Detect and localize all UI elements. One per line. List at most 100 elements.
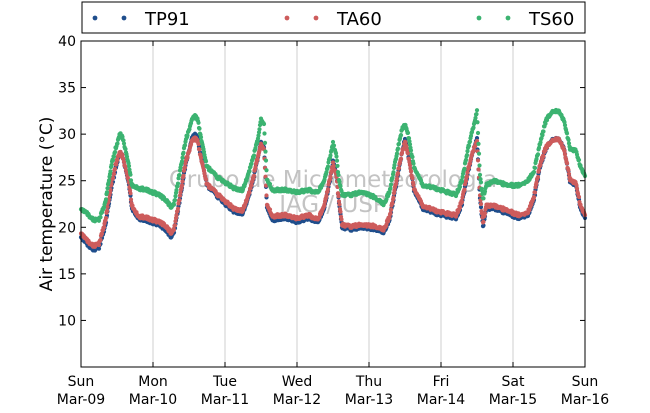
data-point bbox=[459, 199, 465, 205]
data-point bbox=[128, 197, 134, 202]
data-point bbox=[467, 139, 473, 144]
data-point bbox=[543, 121, 548, 126]
data-point bbox=[264, 168, 269, 173]
data-point bbox=[399, 150, 405, 156]
data-point bbox=[175, 206, 181, 211]
data-point bbox=[173, 219, 178, 224]
data-point bbox=[249, 161, 254, 166]
data-point bbox=[197, 147, 202, 152]
data-point bbox=[330, 160, 336, 165]
data-point bbox=[264, 193, 269, 198]
x-tick-label-date: Mar-11 bbox=[201, 392, 249, 408]
data-point bbox=[267, 181, 273, 187]
data-point bbox=[459, 179, 465, 184]
data-point bbox=[566, 168, 571, 173]
x-tick-label-day: Wed bbox=[282, 374, 313, 390]
data-point bbox=[253, 165, 258, 170]
data-point bbox=[465, 149, 470, 154]
data-point bbox=[267, 207, 273, 212]
data-point bbox=[403, 140, 408, 145]
y-tick-label: 30 bbox=[58, 127, 76, 143]
data-point bbox=[471, 148, 476, 153]
series-ts60 bbox=[78, 107, 588, 224]
data-point bbox=[105, 186, 110, 191]
data-point bbox=[475, 120, 480, 125]
data-point bbox=[392, 188, 397, 193]
data-point bbox=[203, 159, 209, 164]
data-point bbox=[338, 184, 343, 189]
plot-frame-bg bbox=[81, 41, 585, 367]
data-point bbox=[325, 187, 331, 192]
data-point bbox=[334, 158, 340, 163]
y-tick-label: 25 bbox=[58, 174, 76, 190]
data-point bbox=[123, 164, 128, 170]
data-point bbox=[179, 183, 185, 188]
data-point bbox=[256, 130, 262, 135]
data-point bbox=[398, 156, 404, 161]
data-point bbox=[263, 149, 268, 154]
data-point bbox=[535, 152, 541, 157]
data-point bbox=[481, 196, 486, 201]
data-point bbox=[263, 158, 269, 163]
data-point bbox=[471, 125, 476, 130]
data-point bbox=[257, 127, 262, 132]
data-point bbox=[126, 163, 132, 169]
data-point bbox=[391, 195, 396, 200]
data-point bbox=[408, 148, 414, 153]
data-point bbox=[174, 213, 179, 218]
data-point bbox=[576, 194, 582, 200]
data-point bbox=[324, 193, 329, 198]
data-point bbox=[173, 194, 178, 199]
legend-marker bbox=[313, 15, 319, 21]
data-point bbox=[464, 174, 470, 179]
data-point bbox=[337, 179, 342, 184]
x-tick-label-date: Mar-13 bbox=[345, 392, 393, 408]
data-point bbox=[467, 161, 473, 166]
data-point bbox=[475, 130, 481, 136]
data-point bbox=[103, 215, 109, 221]
data-point bbox=[532, 190, 538, 195]
data-point bbox=[390, 201, 395, 206]
x-tick-label-day: Tue bbox=[212, 374, 237, 390]
plot-frame bbox=[80, 40, 586, 368]
data-point bbox=[339, 217, 344, 222]
data-point bbox=[255, 139, 260, 144]
data-point bbox=[466, 143, 472, 148]
data-point bbox=[462, 166, 467, 171]
y-tick-label: 40 bbox=[58, 34, 76, 50]
data-point bbox=[476, 141, 481, 146]
data-point bbox=[464, 152, 470, 158]
data-point bbox=[474, 108, 480, 113]
x-tick-label-day: Sun bbox=[68, 374, 95, 390]
data-point bbox=[196, 141, 201, 147]
data-point bbox=[121, 141, 127, 146]
data-point bbox=[128, 191, 133, 196]
data-point bbox=[388, 186, 393, 191]
data-point bbox=[562, 149, 567, 154]
data-point bbox=[334, 154, 339, 159]
data-point bbox=[98, 215, 103, 220]
data-point bbox=[197, 126, 202, 131]
data-point bbox=[331, 143, 337, 148]
data-point bbox=[474, 112, 479, 117]
legend-label: TA60 bbox=[336, 9, 382, 30]
data-point bbox=[541, 129, 546, 134]
data-point bbox=[396, 141, 402, 146]
data-point bbox=[115, 141, 120, 146]
data-point bbox=[457, 184, 463, 189]
data-point bbox=[574, 186, 580, 191]
x-tick-label-date: Mar-16 bbox=[561, 392, 609, 408]
data-point bbox=[535, 174, 541, 180]
data-point bbox=[328, 153, 333, 158]
data-point bbox=[247, 169, 252, 174]
data-point bbox=[185, 154, 190, 159]
legend-item-tp91: TP91 bbox=[92, 9, 190, 30]
x-tick-label-day: Sat bbox=[502, 374, 525, 390]
data-point bbox=[108, 169, 113, 174]
y-axis-label: Air temperature (°C) bbox=[37, 117, 57, 292]
data-point bbox=[123, 146, 128, 152]
data-point bbox=[388, 182, 394, 187]
data-point bbox=[576, 157, 582, 163]
legend: TP91 TA60 TS60 bbox=[81, 1, 586, 34]
data-point bbox=[531, 194, 537, 200]
